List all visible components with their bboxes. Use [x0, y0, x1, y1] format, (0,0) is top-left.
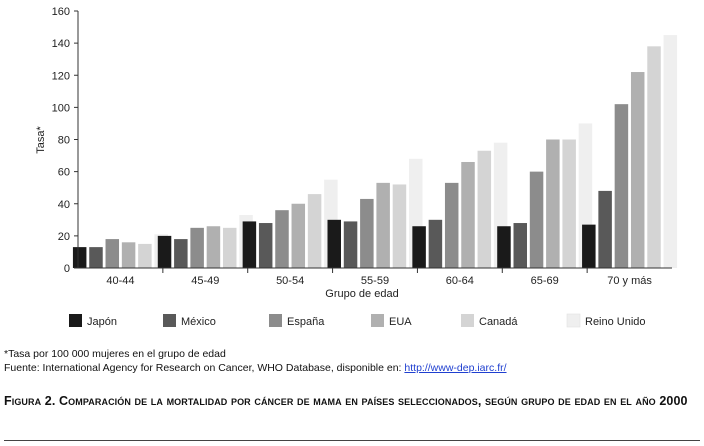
- bar: [614, 104, 629, 268]
- bar: [258, 223, 273, 268]
- bar: [647, 46, 661, 269]
- y-tick-label: 140: [52, 38, 70, 50]
- legend-label: Reino Unido: [585, 316, 646, 328]
- legend-item: España: [269, 314, 325, 328]
- bar: [529, 171, 544, 269]
- bar: [444, 182, 459, 268]
- bar: [412, 226, 426, 268]
- source-footnote: Fuente: International Agency for Researc…: [4, 362, 507, 375]
- y-tick-label: 80: [58, 135, 70, 147]
- legend-label: Japón: [87, 316, 117, 328]
- bar: [174, 239, 188, 268]
- bar: [105, 239, 120, 268]
- x-tick-label: 60-64: [446, 275, 474, 287]
- bar: [275, 210, 289, 268]
- legend-swatch: [566, 313, 581, 328]
- bar: [663, 35, 678, 269]
- bar: [89, 247, 103, 268]
- bar: [121, 242, 136, 268]
- y-axis-title: Tasa*: [35, 126, 47, 154]
- bar: [630, 72, 645, 268]
- x-tick-label: 50-54: [276, 275, 304, 287]
- bar: [360, 198, 374, 268]
- legend-label: EUA: [389, 316, 412, 328]
- bar: [392, 184, 407, 268]
- y-tick-label: 40: [58, 199, 70, 211]
- legend-item: EUA: [371, 314, 412, 328]
- legend-item: Reino Unido: [566, 313, 646, 328]
- y-tick-label: 120: [52, 70, 70, 82]
- legend-swatch: [371, 314, 384, 327]
- bar: [72, 247, 87, 268]
- y-tick-label: 0: [64, 263, 70, 275]
- x-tick-label: 55-59: [361, 275, 389, 287]
- bar: [206, 226, 221, 268]
- bar: [291, 203, 306, 268]
- legend-swatch: [69, 314, 82, 327]
- bar: [461, 161, 475, 268]
- bars-group: [72, 35, 678, 269]
- bar: [327, 219, 341, 268]
- bar: [497, 226, 511, 268]
- legend-item: México: [163, 314, 216, 328]
- legend-label: Canadá: [479, 316, 518, 328]
- bar: [477, 150, 492, 268]
- bar: [598, 190, 612, 268]
- bar: [562, 139, 576, 268]
- bar: [190, 227, 204, 268]
- figure-caption: Figura 2. Comparación de la mortalidad p…: [4, 394, 688, 408]
- bar: [376, 182, 390, 268]
- bar: [582, 224, 596, 268]
- legend-swatch: [163, 314, 176, 327]
- source-link[interactable]: http://www-dep.iarc.fr/: [404, 362, 507, 374]
- bar: [343, 221, 358, 268]
- bar: [138, 243, 152, 268]
- axes-group: 0 20 40 60 80 100 120 140 160 40-44 45-49 50-54 55-5…: [52, 6, 672, 287]
- legend-item: Canadá: [461, 314, 518, 328]
- legend-swatch: [461, 314, 474, 327]
- bar: [307, 194, 322, 268]
- y-tick-label: 20: [58, 231, 70, 243]
- bar-chart: 0 20 40 60 80 100 120 140 160 40-44 45-49 50-54 55-5…: [35, 6, 678, 328]
- legend: Japón México España EUA Canadá Reino Unido: [69, 313, 646, 328]
- rate-footnote: *Tasa por 100 000 mujeres en el grupo de…: [4, 348, 226, 360]
- x-tick-label: 65-69: [531, 275, 559, 287]
- legend-item: Japón: [69, 314, 117, 328]
- legend-label: España: [287, 316, 325, 328]
- legend-label: México: [181, 316, 216, 328]
- bar: [157, 235, 172, 269]
- x-axis-title: Grupo de edad: [325, 288, 398, 300]
- x-tick-label: 40-44: [106, 275, 134, 287]
- bar: [242, 221, 257, 268]
- bar: [546, 139, 560, 268]
- x-tick-label: 45-49: [191, 275, 219, 287]
- x-tick-label: 70 y más: [607, 275, 652, 287]
- y-tick-label: 100: [52, 102, 70, 114]
- legend-swatch: [269, 314, 282, 327]
- y-tick-label: 160: [52, 6, 70, 18]
- bar: [222, 227, 237, 268]
- bottom-rule: [4, 440, 700, 441]
- source-text: Fuente: International Agency for Researc…: [4, 362, 405, 374]
- y-tick-label: 60: [58, 167, 70, 179]
- bar: [513, 223, 528, 268]
- bar: [428, 219, 443, 268]
